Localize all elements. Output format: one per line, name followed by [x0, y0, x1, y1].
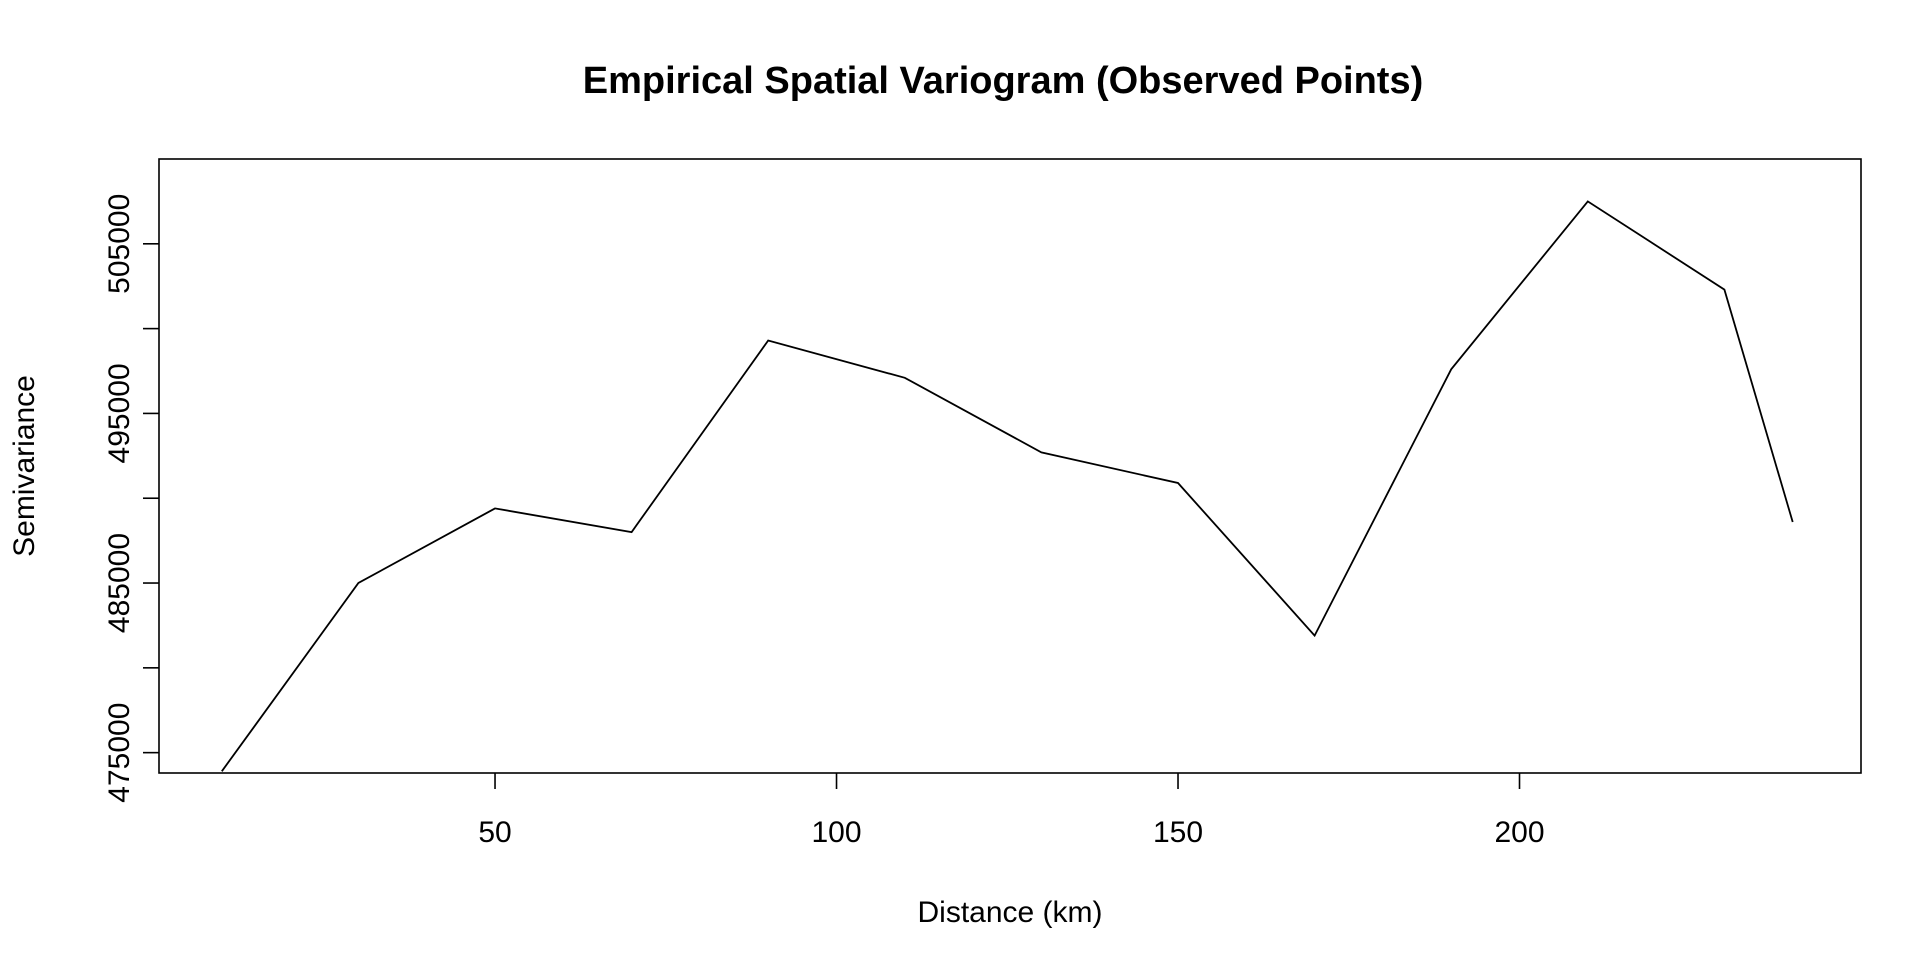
x-axis-label: Distance (km) — [917, 896, 1102, 929]
y-tick-label: 475000 — [103, 703, 136, 803]
y-axis-label: Semivariance — [8, 375, 41, 557]
series-layer — [221, 200, 1794, 772]
x-axis: 50 100 150 200 — [478, 773, 1545, 849]
chart-title: Empirical Spatial Variogram (Observed Po… — [583, 60, 1424, 102]
y-axis: 475000 485000 495000 505000 — [103, 194, 159, 803]
x-tick-label: 100 — [811, 816, 861, 849]
x-tick-label: 150 — [1153, 816, 1203, 849]
x-tick-label: 50 — [478, 816, 511, 849]
y-tick-label: 485000 — [103, 533, 136, 633]
series-line — [221, 200, 1794, 772]
plot-frame — [158, 158, 1862, 774]
y-tick-label: 505000 — [103, 194, 136, 294]
y-tick-label: 495000 — [103, 363, 136, 463]
x-tick-label: 200 — [1494, 816, 1544, 849]
